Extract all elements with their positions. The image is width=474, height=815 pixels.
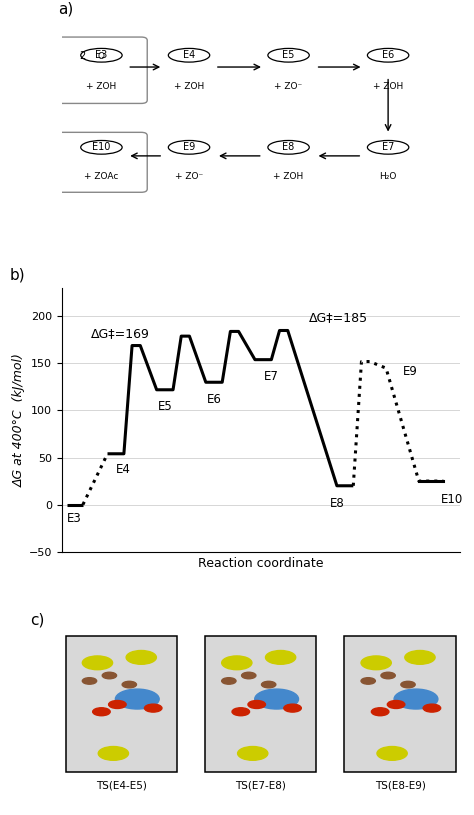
Ellipse shape [367,48,409,62]
Bar [65,636,177,772]
Circle shape [284,704,301,712]
Circle shape [93,707,110,716]
Text: b): b) [10,268,26,283]
Text: O: O [98,52,105,61]
Bar [344,636,456,772]
Text: a): a) [58,2,73,17]
Text: 2: 2 [79,51,85,61]
Circle shape [387,701,405,708]
Circle shape [222,656,252,670]
Circle shape [248,701,265,708]
Circle shape [98,747,128,760]
Circle shape [372,707,389,716]
Circle shape [394,689,438,709]
Circle shape [381,672,395,679]
Circle shape [122,681,137,688]
Text: E9: E9 [402,365,417,378]
Text: + ZO⁻: + ZO⁻ [274,82,303,91]
Circle shape [126,650,156,664]
Text: E3: E3 [67,512,82,525]
Circle shape [102,672,117,679]
Text: TS(E8-E9): TS(E8-E9) [374,781,426,791]
Circle shape [423,704,441,712]
Ellipse shape [81,48,122,62]
Text: E6: E6 [382,51,394,60]
Text: E8: E8 [283,143,295,152]
Circle shape [255,689,299,709]
Circle shape [82,656,113,670]
Text: E6: E6 [207,393,221,406]
Text: E4: E4 [183,51,195,60]
Text: + ZO⁻: + ZO⁻ [175,172,203,181]
X-axis label: Reaction coordinate: Reaction coordinate [198,557,323,570]
Text: H₂O: H₂O [379,172,397,181]
Circle shape [405,650,435,664]
Circle shape [242,672,256,679]
Circle shape [237,747,268,760]
Circle shape [145,704,162,712]
Circle shape [265,650,296,664]
Y-axis label: ΔG at 400°C  (kJ/mol): ΔG at 400°C (kJ/mol) [13,353,26,487]
Circle shape [82,678,97,685]
FancyBboxPatch shape [55,132,147,192]
Text: ΔG‡=169: ΔG‡=169 [91,327,150,340]
Ellipse shape [81,140,122,154]
Text: E9: E9 [183,143,195,152]
Text: E3: E3 [95,51,108,60]
Text: TS(E7-E8): TS(E7-E8) [235,781,286,791]
Text: + ZOAc: + ZOAc [84,172,118,181]
Text: + ZOH: + ZOH [174,82,204,91]
Circle shape [401,681,415,688]
Text: E5: E5 [157,400,172,413]
Circle shape [232,707,249,716]
Circle shape [115,689,159,709]
Bar [205,636,317,772]
Ellipse shape [168,140,210,154]
Text: + ZOH: + ZOH [273,172,304,181]
Text: TS(E4-E5): TS(E4-E5) [96,781,147,791]
Circle shape [377,747,407,760]
Text: E4: E4 [116,463,130,476]
Circle shape [262,681,276,688]
Text: E7: E7 [382,143,394,152]
Text: + ZOH: + ZOH [86,82,117,91]
Ellipse shape [268,48,309,62]
FancyBboxPatch shape [55,37,147,104]
Text: E7: E7 [264,370,279,383]
Ellipse shape [268,140,309,154]
Ellipse shape [168,48,210,62]
Text: E10: E10 [440,493,463,506]
Circle shape [361,678,375,685]
Circle shape [361,656,392,670]
Text: + ZOH: + ZOH [373,82,403,91]
Ellipse shape [367,140,409,154]
Circle shape [222,678,236,685]
Text: ΔG‡=185: ΔG‡=185 [309,311,368,324]
Circle shape [109,701,126,708]
Text: c): c) [30,612,44,627]
Text: E8: E8 [329,497,344,510]
Text: E10: E10 [92,143,110,152]
Text: E5: E5 [283,51,295,60]
